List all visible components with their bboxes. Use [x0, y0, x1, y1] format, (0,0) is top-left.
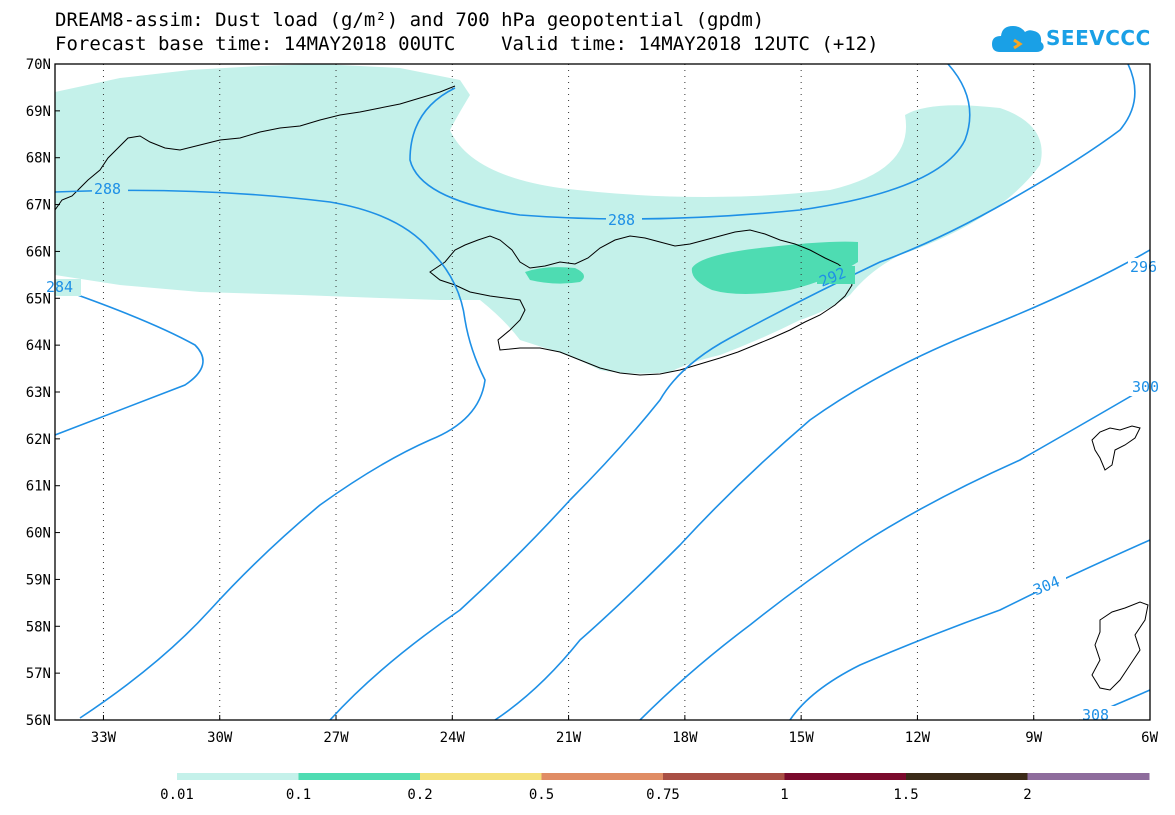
- contour-label: 308: [1082, 706, 1109, 724]
- longitude-label: 27W: [323, 730, 349, 746]
- colorbar-segment: [1027, 773, 1150, 780]
- longitude-label: 6W: [1141, 730, 1158, 746]
- contour-288-east: [409, 64, 971, 220]
- latitude-label: 59N: [26, 572, 51, 588]
- colorbar-label: 1: [780, 787, 788, 803]
- dust-area-low: [55, 64, 1042, 374]
- latitude-label: 61N: [26, 479, 51, 495]
- colorbar-label: 0.01: [160, 787, 194, 803]
- colorbar-segment: [541, 773, 664, 780]
- geopotential-contours: [55, 64, 1150, 720]
- longitude-label: 33W: [91, 730, 117, 746]
- colorbar-segment: [906, 773, 1028, 780]
- latitude-label: 67N: [26, 198, 51, 214]
- contour-284: [55, 286, 204, 436]
- colorbar-label: 2: [1023, 787, 1031, 803]
- map-grid: [102, 64, 1035, 720]
- colorbar-label: 0.75: [646, 787, 680, 803]
- latitude-labels: 70N 69N 68N 67N 66N 65N 64N 63N 62N 61N 60N 59N 58N 5…: [26, 57, 60, 729]
- longitude-label: 30W: [207, 730, 233, 746]
- longitude-label: 18W: [672, 730, 698, 746]
- contour-label: 296: [1130, 258, 1157, 276]
- contour-label: 284: [46, 278, 73, 296]
- scotland-coast: [1091, 601, 1149, 691]
- latitude-label: 60N: [26, 526, 51, 542]
- colorbar-label: 1.5: [893, 787, 918, 803]
- colorbar-label: 0.5: [529, 787, 554, 803]
- latitude-label: 62N: [26, 432, 51, 448]
- dust-field: [55, 64, 1042, 374]
- contour-304: [789, 539, 1150, 720]
- colorbar-segment: [663, 773, 785, 780]
- faroe-islands-coast: [1091, 425, 1141, 471]
- dust-area-high-1: [691, 241, 858, 294]
- longitude-labels: 33W 30W 27W 24W 21W 18W 15W 12W 9W 6W: [91, 715, 1159, 746]
- latitude-label: 58N: [26, 619, 51, 635]
- latitude-label: 65N: [26, 291, 51, 307]
- longitude-label: 9W: [1025, 730, 1042, 746]
- colorbar: 0.01 0.1 0.2 0.5 0.75 1 1.5 2: [160, 773, 1150, 803]
- colorbar-segment: [298, 773, 421, 780]
- contour-292: [329, 64, 1136, 720]
- dust-area-high-2: [525, 267, 584, 284]
- contour-300: [639, 384, 1150, 720]
- latitude-label: 69N: [26, 104, 51, 120]
- latitude-label: 70N: [26, 57, 51, 73]
- colorbar-segment: [784, 773, 907, 780]
- colorbar-segment: [420, 773, 542, 780]
- latitude-label: 66N: [26, 244, 51, 260]
- latitude-label: 68N: [26, 151, 51, 167]
- longitude-label: 15W: [789, 730, 815, 746]
- logo-text: SEEVCCC: [1046, 26, 1151, 50]
- longitude-label: 21W: [556, 730, 582, 746]
- latitude-label: 63N: [26, 385, 51, 401]
- greenland-coast: [55, 85, 456, 211]
- colorbar-segment: [177, 773, 299, 780]
- colorbar-label: 0.2: [407, 787, 432, 803]
- latitude-label: 56N: [26, 713, 51, 729]
- latitude-label: 64N: [26, 338, 51, 354]
- map-title: DREAM8-assim: Dust load (g/m²) and 700 h…: [55, 9, 765, 31]
- longitude-label: 12W: [905, 730, 931, 746]
- map-subtitle: Forecast base time: 14MAY2018 00UTC Vali…: [55, 33, 879, 55]
- contour-296: [494, 249, 1150, 720]
- contour-label: 288: [608, 211, 635, 229]
- seevccc-logo: SEEVCCC: [990, 18, 1150, 58]
- contour-label: 288: [94, 180, 121, 198]
- latitude-label: 57N: [26, 666, 51, 682]
- contour-label: 300: [1132, 378, 1159, 396]
- colorbar-label: 0.1: [286, 787, 311, 803]
- contour-288-west: [55, 189, 486, 719]
- longitude-label: 24W: [440, 730, 466, 746]
- cloud-logo-icon: [992, 26, 1044, 52]
